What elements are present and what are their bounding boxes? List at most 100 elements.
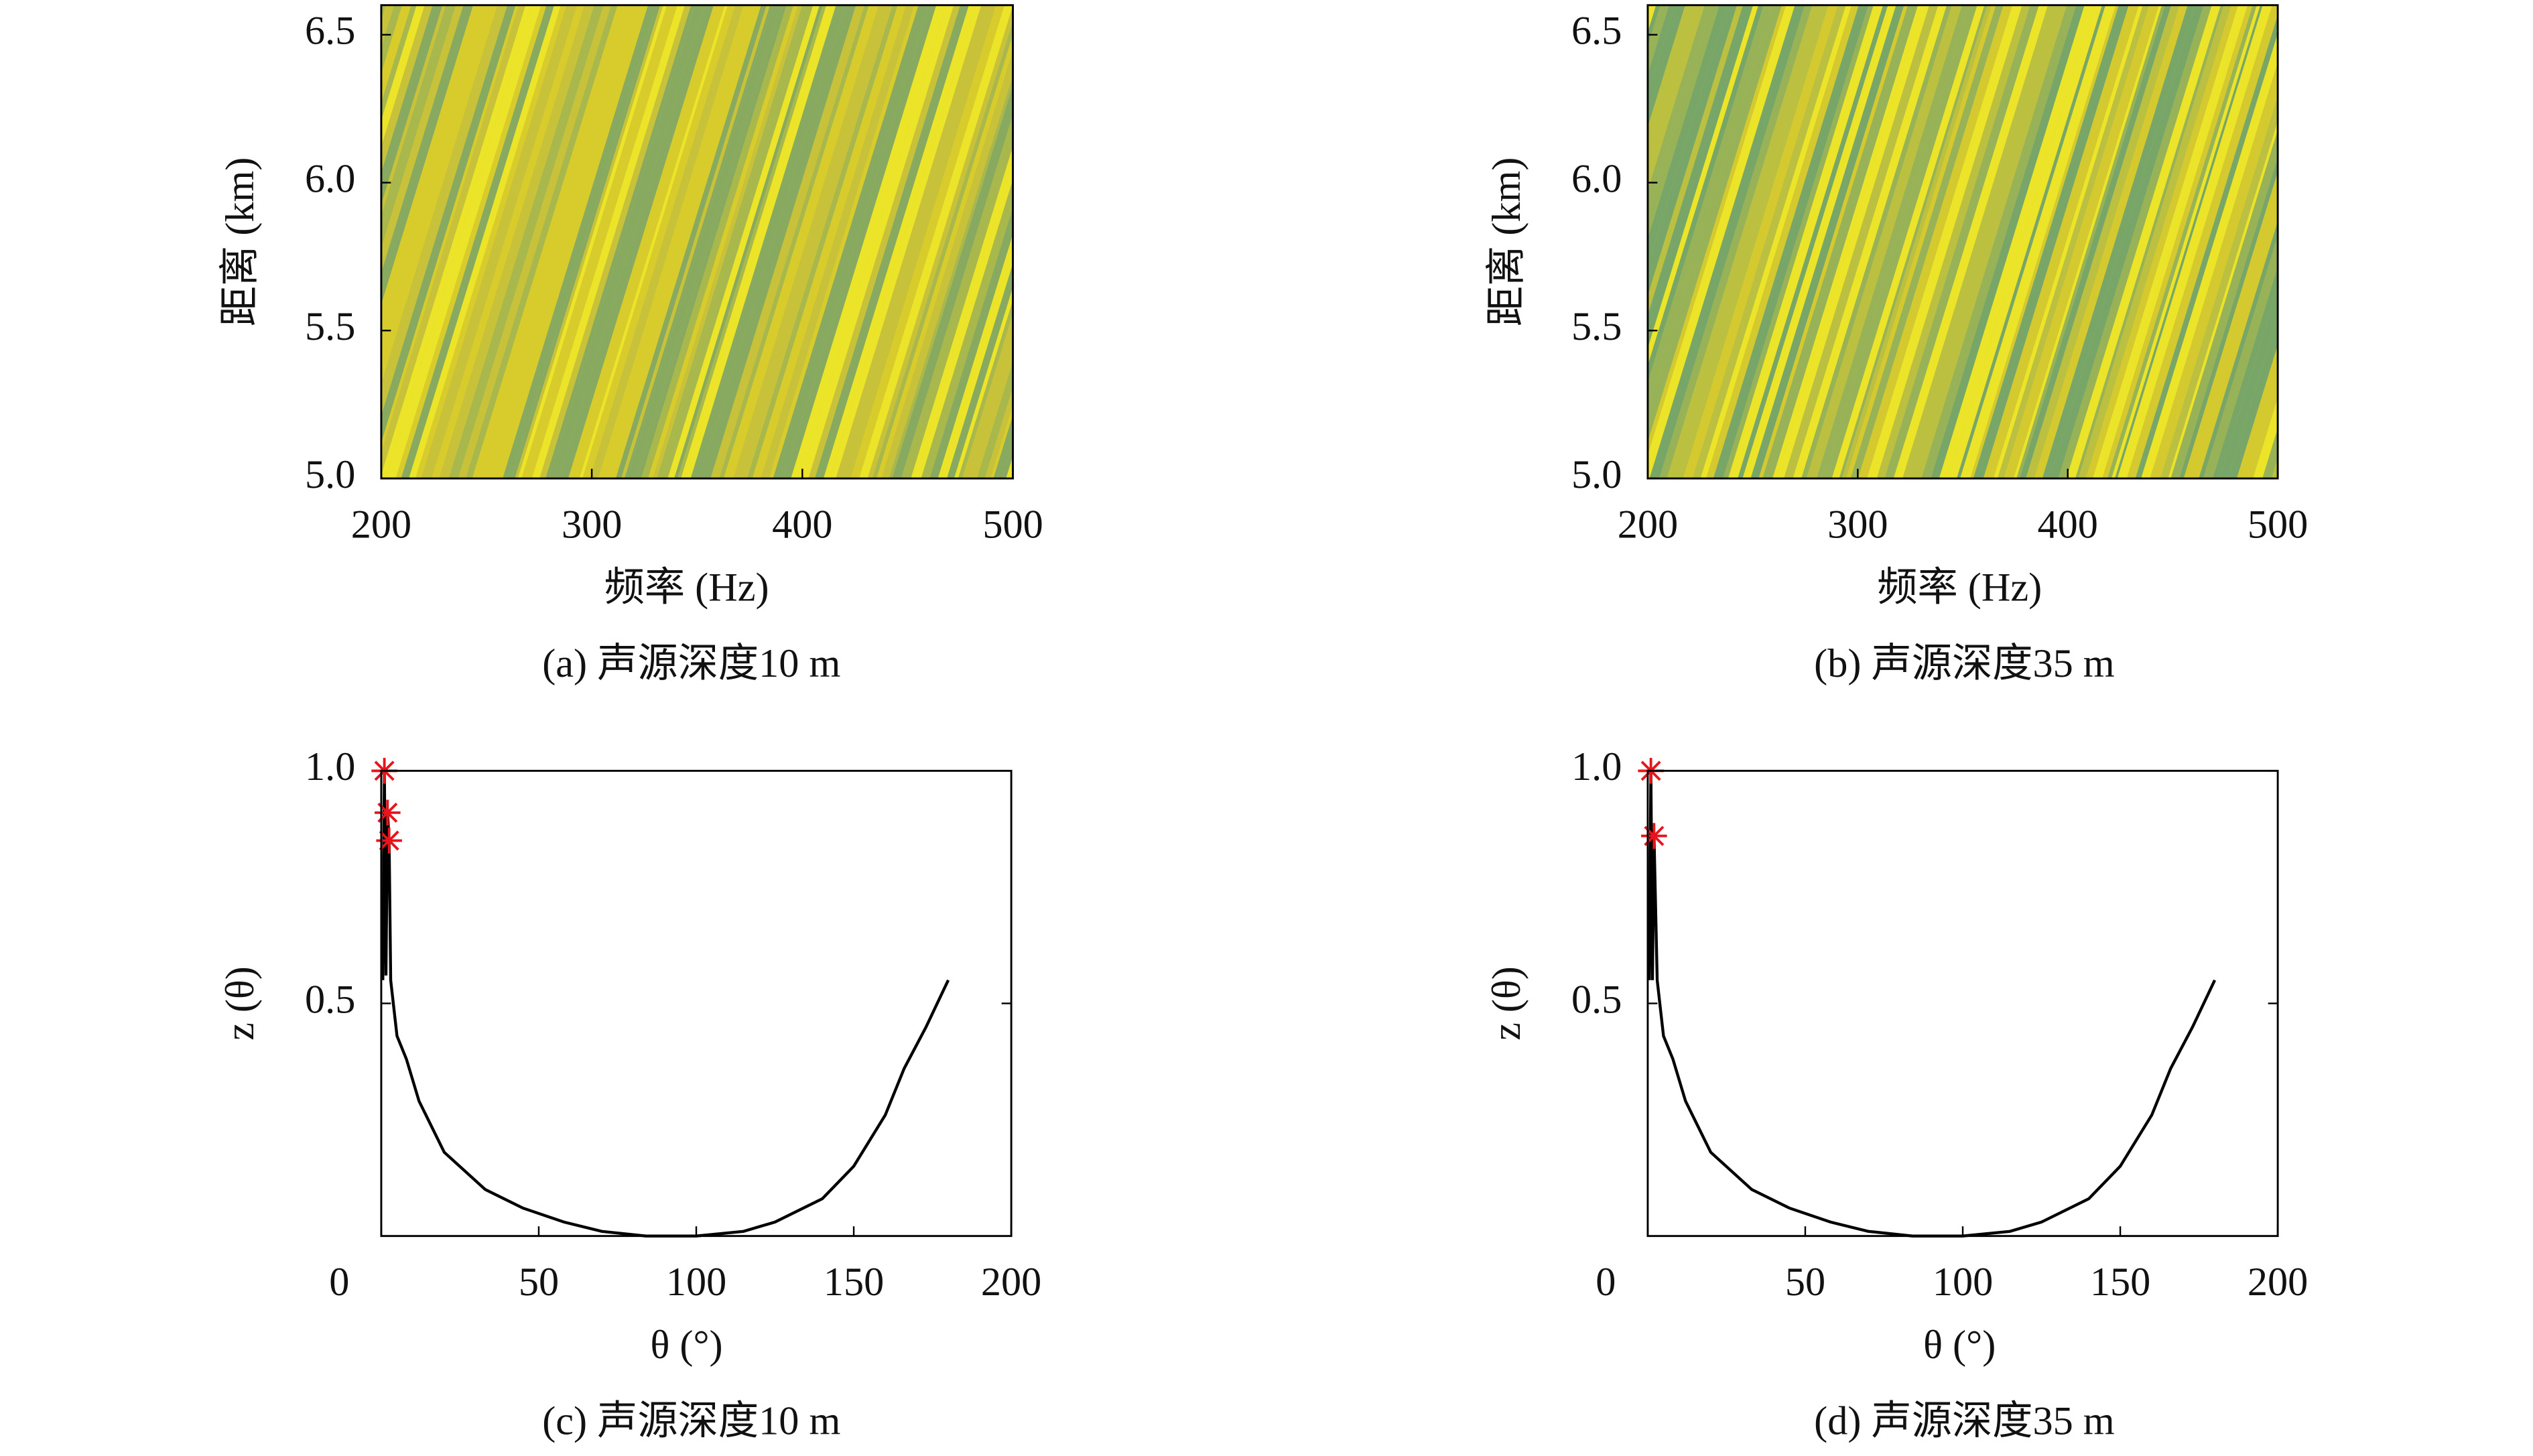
heatmap-stripe: [733, 5, 883, 479]
heatmap-stripe: [439, 5, 594, 479]
heatmap-stripe: [659, 5, 814, 479]
heatmap-stripe: [2150, 62, 2278, 479]
heatmap-stripe: [1647, 5, 1782, 442]
heatmap-stripe: [830, 5, 982, 479]
axes-frame: [380, 4, 1014, 480]
heatmap-stripe: [465, 5, 618, 479]
heatmap-stripe: [590, 5, 744, 479]
x-tick-label: 150: [824, 1260, 884, 1305]
heatmap-stripe: [1025, 5, 1177, 478]
heatmap-stripe: [637, 5, 787, 479]
heatmap-stripe: [937, 234, 1013, 479]
heatmap-stripe: [872, 21, 1013, 479]
heatmap-stripe: [2093, 5, 2245, 479]
heatmap-stripe: [490, 5, 643, 479]
heatmap-stripe: [1647, 5, 1669, 75]
heatmap-stripe: [1960, 5, 2116, 479]
heatmap-stripe: [2290, 5, 2438, 478]
subplot: 200 300 400 500 5.0 5.5 6.0 6.5 频率 (Hz) 距离 (km) (b…: [1484, 4, 2438, 686]
heatmap-stripe: [1776, 5, 1930, 479]
y-tick-label: 5.0: [305, 452, 355, 497]
heatmap-stripe: [415, 5, 567, 479]
heatmap-stripe: [1948, 5, 2102, 479]
star-marker: [375, 799, 401, 826]
heatmap-stripe: [1738, 5, 1888, 479]
heatmap-stripe: [1017, 5, 1166, 478]
heatmap-stripe: [558, 5, 714, 479]
heatmap-stripe: [381, 5, 474, 305]
heatmap-stripe: [1876, 5, 2030, 479]
y-tick-label: 6.5: [1571, 9, 1622, 54]
heatmap-stripe: [1772, 5, 1922, 479]
heatmap-stripe: [800, 5, 954, 479]
heatmap-stripe: [769, 5, 919, 479]
heatmap-stripe: [2193, 201, 2278, 479]
star-marker: [1641, 823, 1667, 849]
heatmap-stripe: [1021, 5, 1171, 478]
heatmap-stripe: [401, 5, 555, 479]
heatmap-stripe: [814, 5, 969, 479]
heatmap-stripe: [966, 327, 1013, 479]
heatmap-stripe: [2016, 5, 2165, 479]
heatmap-stripe: [582, 5, 736, 479]
heatmap-stripe: [836, 5, 989, 479]
heatmap-stripe: [472, 5, 628, 479]
heatmap-stripe: [381, 5, 417, 121]
heatmap-stripe: [710, 5, 865, 479]
line: [381, 771, 950, 1238]
heatmap-stripe: [690, 5, 846, 479]
heatmap-stripe: [517, 5, 667, 479]
heatmap-stripe: [1845, 5, 1996, 479]
heatmap-stripe: [2111, 5, 2261, 479]
heatmap-stripe: [606, 5, 761, 479]
heatmap-stripe: [2026, 5, 2180, 479]
heatmap-stripe: [1850, 5, 2004, 479]
subplot: 0 50 100 150 200 0.5 1.0 θ (°) z (θ) (d) 声源深度35 m: [1484, 744, 2308, 1443]
x-tick-label: 100: [666, 1260, 726, 1305]
heatmap: [381, 5, 1177, 479]
heatmap-stripe: [1793, 5, 1947, 479]
heatmap-stripe: [2058, 5, 2212, 479]
heatmap-stripe: [549, 5, 704, 479]
heatmap-stripe: [1647, 5, 1693, 153]
subplot: 0 50 100 150 200 0.5 1.0 θ (°) z (θ) (c) 声源深度10 m: [218, 744, 1041, 1443]
star-marker: [376, 828, 402, 854]
heatmap-stripe: [1647, 5, 1675, 94]
heatmap-stripe: [2199, 221, 2278, 479]
heatmap-stripe: [1867, 5, 2022, 479]
heatmap-stripe: [850, 5, 1005, 479]
caption: (a) 声源深度10 m: [542, 641, 840, 686]
axes-frame: [380, 769, 1013, 1238]
heatmap-stripe: [1841, 5, 1992, 479]
heatmap-stripe: [1921, 5, 2077, 479]
heatmap-stripe: [2049, 5, 2204, 479]
heatmap-stripe: [984, 387, 1013, 479]
heatmap-stripe: [2078, 5, 2231, 479]
heatmap-stripe: [381, 5, 433, 173]
y-tick-label: 0.5: [1571, 977, 1622, 1022]
heatmap-stripe: [539, 5, 692, 479]
heatmap-stripe: [2126, 5, 2278, 479]
heatmap-stripe: [1806, 5, 1962, 479]
caption: (c) 声源深度10 m: [542, 1399, 840, 1444]
heatmap-stripe: [2115, 5, 2263, 479]
axes-frame: [1646, 4, 2279, 480]
heatmap-stripe: [2013, 5, 2162, 479]
heatmap-stripe: [1659, 5, 1813, 479]
heatmap-stripe: [746, 5, 898, 479]
y-tick-label: 5.0: [1571, 452, 1622, 497]
heatmap-stripe: [1728, 5, 1884, 479]
heatmap-stripe: [2075, 5, 2224, 479]
line: [1648, 771, 2217, 1238]
x-tick-label: 400: [772, 503, 832, 547]
heatmap-stripe: [432, 5, 585, 479]
x-tick-label: 50: [1785, 1260, 1825, 1305]
heatmap-stripe: [1816, 5, 1969, 479]
heatmap-stripe: [1692, 5, 1846, 479]
y-tick-label: 5.5: [305, 304, 355, 349]
heatmap-stripe: [641, 5, 794, 479]
heatmap-stripe: [503, 5, 657, 479]
star-arm: [379, 830, 399, 851]
